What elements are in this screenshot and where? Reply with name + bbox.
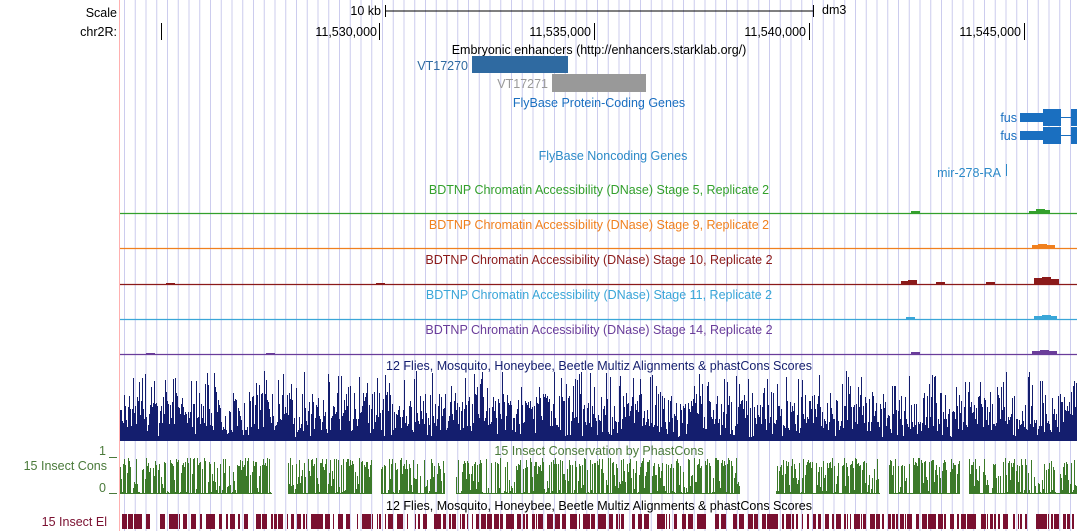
enhancer-item-vt17270[interactable]: VT17270 <box>417 56 568 73</box>
dnase-track-stage-11[interactable]: BDTNP Chromatin Accessibility (DNase) St… <box>120 288 1077 321</box>
phastcons-track[interactable]: 15 Insect Conservation by PhastCons 15 I… <box>24 444 1077 495</box>
dnase-signal-stage-14 <box>120 350 1077 356</box>
elements-blocks <box>122 514 1074 529</box>
enhancer-block-vt17270[interactable] <box>472 56 568 73</box>
ruler[interactable]: Scale 10 kb dm3 chr2R: 11,530,000 11,535… <box>80 3 1025 40</box>
phastcons-ymin-label: 0 <box>99 481 106 495</box>
flybase-coding-title: FlyBase Protein-Coding Genes <box>513 96 685 110</box>
dnase-track-stage-10[interactable]: BDTNP Chromatin Accessibility (DNase) St… <box>120 253 1077 286</box>
position-tick-4: 11,545,000 <box>959 23 1025 40</box>
enhancers-track[interactable]: Embryonic enhancers (http://enhancers.st… <box>417 43 746 92</box>
phastcons-signal <box>120 458 1077 494</box>
multiz-title: 12 Flies, Mosquito, Honeybee, Beetle Mul… <box>386 359 812 373</box>
dnase-title-stage-11: BDTNP Chromatin Accessibility (DNase) St… <box>426 288 772 302</box>
gene-label-fus-1: fus <box>1000 111 1017 125</box>
chrom-label: chr2R: <box>80 25 117 39</box>
gene-model-fus-2 <box>1020 127 1077 144</box>
gene-fus-2[interactable]: fus <box>1000 127 1077 144</box>
elements-title: 12 Flies, Mosquito, Honeybee, Beetle Mul… <box>386 499 812 513</box>
phastcons-ymax-label: 1 <box>99 444 106 458</box>
dnase-title-stage-9: BDTNP Chromatin Accessibility (DNase) St… <box>429 218 769 232</box>
dnase-title-stage-10: BDTNP Chromatin Accessibility (DNase) St… <box>425 253 772 267</box>
dnase-track-stage-14[interactable]: BDTNP Chromatin Accessibility (DNase) St… <box>120 323 1077 356</box>
flybase-noncoding-title: FlyBase Noncoding Genes <box>539 149 688 163</box>
multiz-track[interactable]: 12 Flies, Mosquito, Honeybee, Beetle Mul… <box>120 359 1077 441</box>
grid-lines <box>124 0 1071 531</box>
enhancer-item-vt17271[interactable]: VT17271 <box>497 74 646 92</box>
phastcons-title: 15 Insect Conservation by PhastCons <box>494 444 703 458</box>
dnase-track-stage-5[interactable]: BDTNP Chromatin Accessibility (DNase) St… <box>120 183 1077 215</box>
dnase-signal-stage-9 <box>120 244 1077 250</box>
gene-label-fus-2: fus <box>1000 129 1017 143</box>
scale-label: Scale <box>86 6 117 20</box>
position-label-4: 11,545,000 <box>959 25 1021 39</box>
gene-model-fus-1 <box>1020 109 1077 126</box>
gene-fus-1[interactable]: fus <box>1000 109 1077 126</box>
dnase-signal-stage-10 <box>120 277 1077 286</box>
dnase-track-stage-9[interactable]: BDTNP Chromatin Accessibility (DNase) St… <box>120 218 1077 250</box>
position-label-1: 11,530,000 <box>315 25 377 39</box>
dnase-signal-stage-11 <box>120 315 1077 321</box>
dnase-title-stage-14: BDTNP Chromatin Accessibility (DNase) St… <box>425 323 772 337</box>
enhancers-track-title: Embryonic enhancers (http://enhancers.st… <box>452 43 747 57</box>
position-tick-2: 11,535,000 <box>529 23 595 40</box>
multiz-signal <box>120 371 1077 441</box>
flybase-noncoding-track[interactable]: FlyBase Noncoding Genes mir-278-RA <box>539 149 1007 180</box>
gene-mir-278[interactable]: mir-278-RA <box>937 164 1007 180</box>
position-tick-1: 11,530,000 <box>315 23 380 40</box>
enhancer-label-vt17270: VT17270 <box>417 59 468 73</box>
position-tick-3: 11,540,000 <box>744 23 810 40</box>
gene-label-mir-278: mir-278-RA <box>937 166 1002 180</box>
enhancer-block-vt17271[interactable] <box>552 74 646 92</box>
dnase-title-stage-5: BDTNP Chromatin Accessibility (DNase) St… <box>429 183 769 197</box>
position-label-2: 11,535,000 <box>529 25 591 39</box>
scale-bar <box>385 5 814 17</box>
position-label-3: 11,540,000 <box>744 25 806 39</box>
scale-bar-label: 10 kb <box>350 4 381 18</box>
dnase-signal-stage-5 <box>120 209 1077 215</box>
enhancer-label-vt17271: VT17271 <box>497 77 548 91</box>
flybase-coding-track[interactable]: FlyBase Protein-Coding Genes fus fus <box>513 96 1077 144</box>
phastcons-side-label[interactable]: 15 Insect Cons <box>24 459 107 473</box>
assembly-label: dm3 <box>822 3 846 17</box>
elements-track[interactable]: 12 Flies, Mosquito, Honeybee, Beetle Mul… <box>42 499 1074 529</box>
elements-side-label[interactable]: 15 Insect El <box>42 515 107 529</box>
